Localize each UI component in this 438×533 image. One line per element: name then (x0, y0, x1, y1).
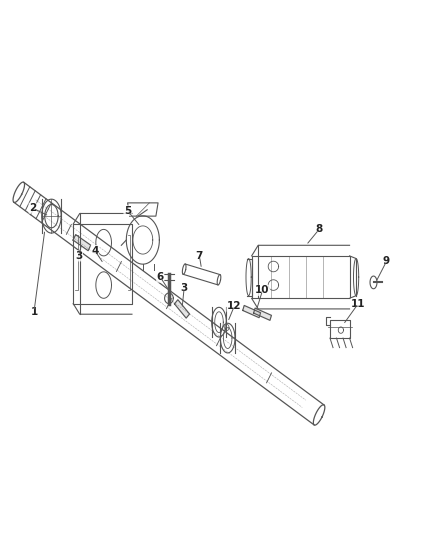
Text: 7: 7 (196, 251, 203, 261)
Text: 3: 3 (180, 282, 188, 293)
Text: 10: 10 (255, 285, 270, 295)
Text: 11: 11 (351, 298, 366, 309)
Polygon shape (73, 235, 91, 251)
Polygon shape (174, 300, 190, 318)
Text: 3: 3 (75, 251, 82, 261)
Text: 9: 9 (383, 256, 390, 266)
Text: 12: 12 (227, 301, 241, 311)
Text: 5: 5 (124, 206, 131, 216)
Polygon shape (254, 308, 272, 320)
Text: 1: 1 (30, 306, 38, 317)
Text: 4: 4 (91, 246, 99, 256)
Polygon shape (243, 305, 261, 318)
Text: 8: 8 (315, 224, 323, 235)
Text: 6: 6 (157, 272, 164, 282)
Text: 2: 2 (29, 203, 36, 213)
